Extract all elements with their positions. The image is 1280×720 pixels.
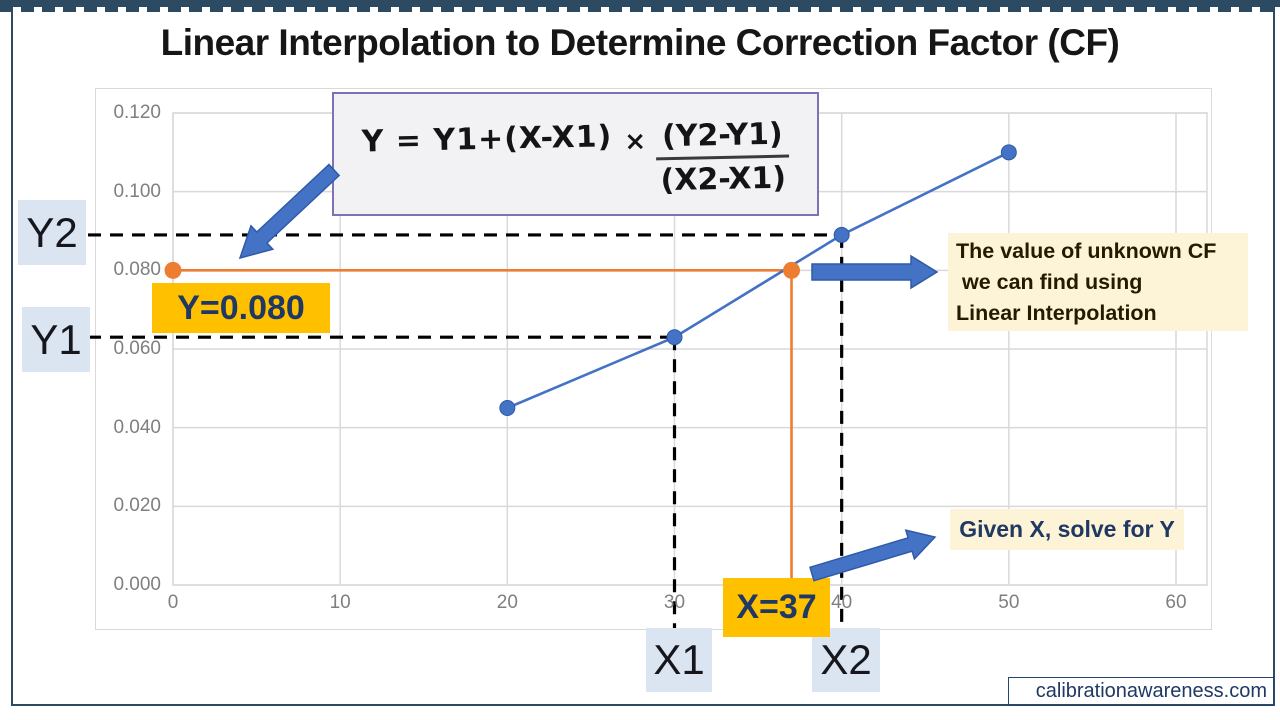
formula-numerator: (Y2-Y1) — [655, 116, 790, 160]
label-y2: Y2 — [18, 200, 86, 265]
x-tick-label: 10 — [329, 592, 351, 613]
cf-note-line-2: we can find using — [956, 270, 1143, 294]
label-y-value: Y=0.080 — [152, 283, 330, 333]
right-border — [1273, 5, 1275, 706]
y-tick-label: 0.000 — [113, 574, 161, 595]
given-x-note: Given X, solve for Y — [950, 509, 1184, 550]
x-tick-label: 30 — [663, 592, 686, 613]
x-tick-label: 60 — [1165, 592, 1187, 613]
page-title: Linear Interpolation to Determine Correc… — [160, 22, 1120, 63]
top-dashed-border — [0, 7, 1280, 12]
formula-box: Y = Y1+(X-X1) × (Y2-Y1) (X2-X1) — [332, 92, 819, 216]
label-x-value: X=37 — [723, 578, 830, 637]
y-tick-label: 0.020 — [113, 495, 161, 517]
watermark: calibrationawareness.com — [1008, 677, 1274, 706]
interpolation-formula: Y = Y1+(X-X1) × (Y2-Y1) (X2-X1) — [361, 110, 790, 198]
y-tick-label: 0.060 — [113, 338, 161, 359]
y-tick-label: 0.040 — [113, 416, 161, 438]
left-border — [11, 5, 13, 706]
label-x2: X2 — [812, 628, 880, 692]
formula-fraction: (Y2-Y1) (X2-X1) — [655, 116, 790, 198]
x-tick-label: 50 — [998, 592, 1020, 613]
x-tick-label: 0 — [167, 592, 179, 613]
formula-denominator: (X2-X1) — [660, 160, 787, 198]
y-tick-label: 0.120 — [113, 102, 161, 123]
cf-note: The value of unknown CF we can find usin… — [948, 233, 1248, 331]
cf-note-line-3: Linear Interpolation — [956, 301, 1157, 325]
multiply-sign: × — [623, 125, 647, 156]
x-tick-label: 20 — [496, 592, 518, 613]
y-tick-label: 0.100 — [113, 180, 161, 202]
label-x1: X1 — [646, 628, 712, 692]
formula-left: Y = Y1+(X-X1) — [361, 118, 613, 159]
cf-note-line-1: The value of unknown CF — [956, 239, 1217, 263]
top-border-bar — [0, 0, 1280, 7]
bottom-border — [11, 704, 1275, 706]
y-tick-label: 0.080 — [113, 259, 161, 281]
label-y1: Y1 — [22, 307, 90, 372]
